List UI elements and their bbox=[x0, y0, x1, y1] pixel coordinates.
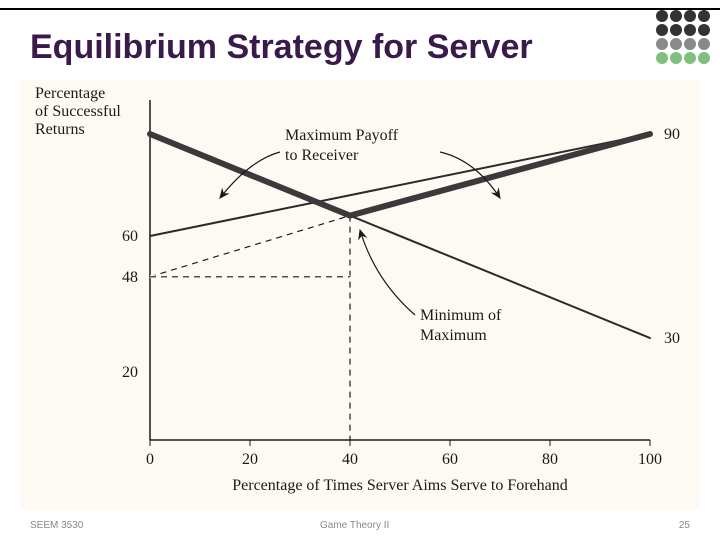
decor-dot bbox=[698, 10, 710, 22]
decor-dot-grid bbox=[656, 10, 710, 64]
decor-dot bbox=[684, 10, 696, 22]
slide-footer: SEEM 3530 Game Theory II 25 bbox=[0, 520, 720, 536]
annotation-min-of-max: Minimum of bbox=[420, 307, 502, 324]
slide-title: Equilibrium Strategy for Server bbox=[30, 28, 533, 67]
decor-dot bbox=[698, 52, 710, 64]
x-tick-label: 20 bbox=[242, 451, 258, 468]
y-tick-label-right: 90 bbox=[664, 126, 680, 143]
decor-dot bbox=[684, 52, 696, 64]
series-line bbox=[150, 134, 650, 236]
x-tick-label: 60 bbox=[442, 451, 458, 468]
x-tick-label: 80 bbox=[542, 451, 558, 468]
decor-dot bbox=[656, 24, 668, 36]
decor-dot bbox=[684, 38, 696, 50]
annotation-arrow bbox=[360, 230, 415, 315]
y-axis-label: Percentage bbox=[35, 85, 105, 102]
decor-dot bbox=[684, 24, 696, 36]
footer-right: 25 bbox=[679, 520, 690, 531]
y-axis-label: of Successful bbox=[35, 103, 121, 120]
series-line bbox=[150, 134, 650, 216]
decor-dot bbox=[670, 24, 682, 36]
annotation-max-payoff: Maximum Payoff bbox=[285, 127, 399, 144]
decor-dot bbox=[698, 24, 710, 36]
footer-center: Game Theory II bbox=[320, 520, 389, 531]
x-tick-label: 100 bbox=[638, 451, 662, 468]
chart-area: 0 20 40 60 80 100 20 48 60 30 90 Percentageof Succe… bbox=[20, 80, 700, 510]
annotation-min-of-max: Maximum bbox=[420, 327, 487, 344]
decor-dot bbox=[670, 52, 682, 64]
x-axis-label: Percentage of Times Server Aims Serve to… bbox=[232, 477, 568, 494]
chart-svg: 0 20 40 60 80 100 20 48 60 30 90 Percentageof Succe… bbox=[20, 80, 700, 510]
title-rule bbox=[0, 8, 720, 10]
slide-root: Equilibrium Strategy for Server 0 20 40 60 8… bbox=[0, 0, 720, 540]
decor-dot bbox=[670, 38, 682, 50]
annotation-max-payoff: to Receiver bbox=[285, 147, 359, 164]
footer-left: SEEM 3530 bbox=[30, 520, 83, 531]
y-tick-label-left: 60 bbox=[122, 228, 138, 245]
decor-dot bbox=[670, 10, 682, 22]
x-tick-label: 40 bbox=[342, 451, 358, 468]
dashed-horizontal bbox=[150, 216, 350, 277]
decor-dot bbox=[656, 10, 668, 22]
y-tick-label-left: 48 bbox=[122, 269, 138, 286]
y-tick-label-left: 20 bbox=[122, 364, 138, 381]
y-tick-label-right: 30 bbox=[664, 330, 680, 347]
y-axis-label: Returns bbox=[35, 121, 85, 138]
decor-dot bbox=[656, 52, 668, 64]
decor-dot bbox=[698, 38, 710, 50]
decor-dot bbox=[656, 38, 668, 50]
x-tick-label: 0 bbox=[146, 451, 154, 468]
